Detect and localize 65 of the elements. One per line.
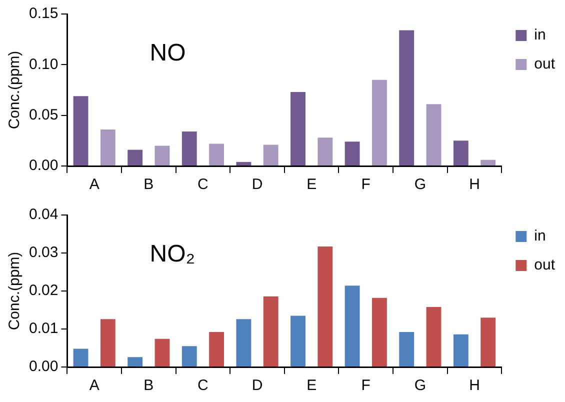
bar xyxy=(128,150,143,166)
x-tick-label: A xyxy=(89,176,100,194)
bar xyxy=(372,298,387,366)
bar xyxy=(344,286,360,366)
x-tick-label: E xyxy=(306,176,317,194)
y-axis-title: Conc.(ppm) xyxy=(6,50,24,130)
bar xyxy=(128,357,143,366)
bar xyxy=(344,142,360,166)
bar xyxy=(209,144,224,166)
bar xyxy=(182,132,197,166)
bar xyxy=(290,92,306,166)
bar xyxy=(263,296,278,366)
x-tick-label: G xyxy=(414,176,426,194)
y-tick-label: 0.15 xyxy=(28,5,58,22)
bar xyxy=(73,96,88,166)
bar xyxy=(209,332,224,366)
x-tick-label: B xyxy=(144,377,154,394)
x-tick-label: E xyxy=(306,377,317,394)
bar xyxy=(100,130,116,166)
x-tick-label: A xyxy=(89,377,100,394)
y-tick-label: 0.00 xyxy=(28,157,58,174)
y-tick-label: 0.05 xyxy=(28,106,58,124)
bar xyxy=(100,319,116,366)
y-tick-label: 0.01 xyxy=(28,320,58,338)
legend-label: out xyxy=(534,256,556,274)
bar xyxy=(263,144,278,166)
y-tick-label: 0.10 xyxy=(28,56,58,73)
bar xyxy=(154,338,170,366)
x-tick-label: G xyxy=(414,377,426,394)
legend-label: in xyxy=(534,228,546,245)
bar xyxy=(453,140,468,166)
bar xyxy=(236,319,252,366)
bar xyxy=(399,332,414,366)
bar xyxy=(453,334,468,366)
x-tick-label: F xyxy=(361,377,370,394)
bar xyxy=(182,346,197,366)
bar xyxy=(318,246,333,366)
y-tick-label: 0.03 xyxy=(28,244,58,262)
bar xyxy=(480,318,496,366)
bar xyxy=(399,30,414,166)
bar xyxy=(426,306,442,366)
bar xyxy=(154,146,170,166)
annotation: NO₂ xyxy=(150,240,196,268)
x-tick-label: H xyxy=(469,377,480,394)
bar xyxy=(480,160,496,166)
x-tick-label: D xyxy=(252,377,263,394)
bar xyxy=(236,162,252,166)
x-tick-label: H xyxy=(469,176,480,194)
legend-label: out xyxy=(534,56,556,73)
y-tick-label: 0.04 xyxy=(28,206,58,224)
x-tick-label: D xyxy=(252,176,263,194)
x-tick-label: F xyxy=(361,176,370,194)
bar xyxy=(290,316,306,366)
bar xyxy=(318,138,333,166)
annotation: NO xyxy=(150,40,186,67)
y-tick-label: 0.02 xyxy=(28,282,58,300)
x-tick-label: C xyxy=(198,377,209,394)
bar xyxy=(426,104,442,166)
x-tick-label: C xyxy=(198,176,209,194)
bar xyxy=(372,80,387,166)
x-tick-label: B xyxy=(144,176,154,194)
y-tick-label: 0.00 xyxy=(28,358,58,376)
bar xyxy=(73,348,88,366)
y-axis-title: Conc.(ppm) xyxy=(6,252,24,330)
legend-label: in xyxy=(534,26,546,44)
